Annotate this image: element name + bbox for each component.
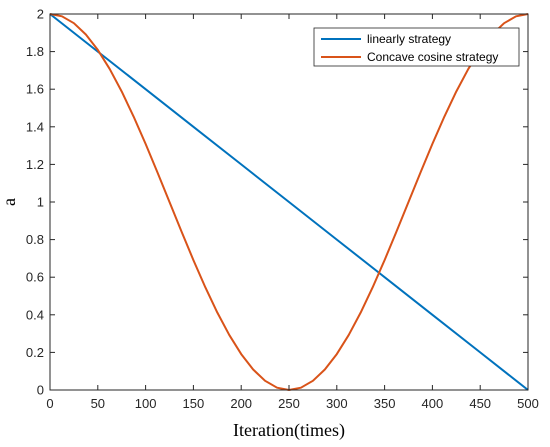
x-tick-label: 50 [91, 396, 105, 411]
y-tick-label: 1.8 [26, 44, 44, 59]
y-tick-label: 0.2 [26, 345, 44, 360]
x-tick-label: 150 [183, 396, 205, 411]
y-tick-label: 1.2 [26, 157, 44, 172]
series-line-linearly-strategy [49, 13, 529, 391]
x-tick-label: 0 [46, 396, 53, 411]
y-tick-label: 2 [37, 7, 44, 22]
x-tick-label: 200 [230, 396, 252, 411]
x-tick-label: 250 [278, 396, 300, 411]
x-tick-label: 450 [469, 396, 491, 411]
y-tick-label: 1.6 [26, 82, 44, 97]
y-axis-label: a [0, 198, 19, 206]
y-tick-label: 1 [37, 195, 44, 210]
legend: linearly strategy Concave cosine strateg… [313, 27, 520, 67]
x-tick-label: 100 [135, 396, 157, 411]
y-tick-label: 1.4 [26, 119, 44, 134]
x-tick-label: 300 [326, 396, 348, 411]
legend-box [313, 27, 520, 67]
y-tick-label: 0.6 [26, 270, 44, 285]
legend-label-concave-cosine-strategy: Concave cosine strategy [367, 50, 498, 64]
x-tick-label: 400 [422, 396, 444, 411]
legend-label-linearly-strategy: linearly strategy [367, 32, 451, 46]
x-tick-label: 500 [517, 396, 539, 411]
y-tick-label: 0.4 [26, 307, 44, 322]
x-tick-label: 350 [374, 396, 396, 411]
y-tick-label: 0.8 [26, 232, 44, 247]
x-axis-label: Iteration(times) [233, 420, 345, 441]
ticks-layer: 0 50 100 150 200 250 300 350 400 450 500 0 0.2 0.4 0.6… [26, 7, 539, 412]
y-tick-label: 0 [37, 383, 44, 398]
